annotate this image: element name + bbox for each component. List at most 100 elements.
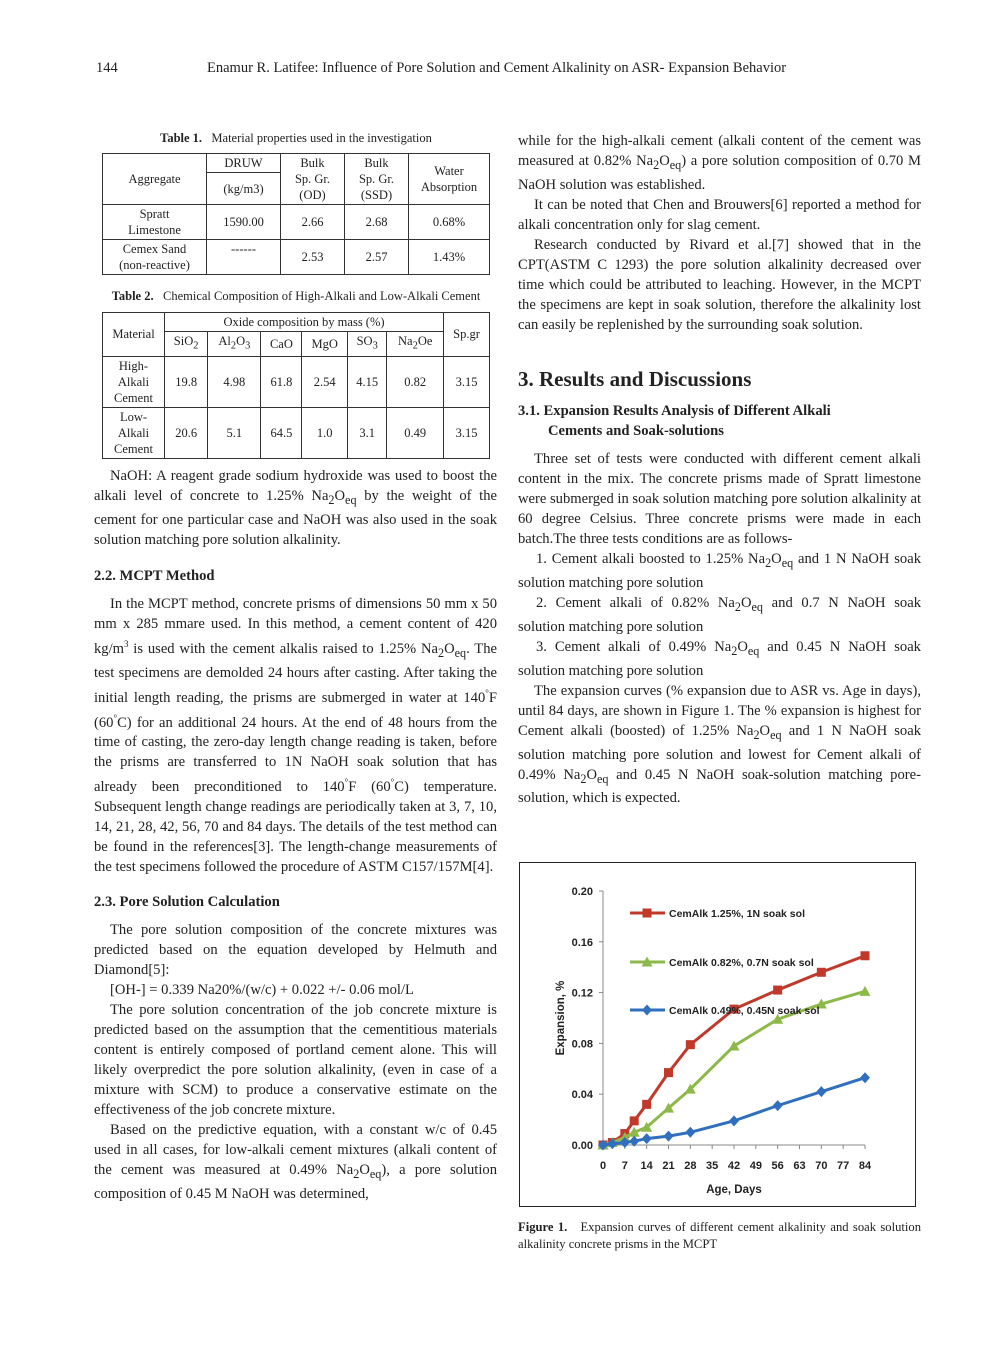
- table2-header-al2o3: Al2O3: [207, 331, 262, 357]
- table1-caption-text: Material properties used in the investig…: [211, 131, 432, 145]
- data-point-diamond: [641, 1133, 652, 1145]
- pore-paragraph-3: Based on the predictive equation, with a…: [94, 1122, 497, 1203]
- data-point-triangle: [628, 1126, 640, 1137]
- table2-header-cao: CaO: [260, 331, 303, 357]
- table1: Aggregate DRUW Bulk Sp. Gr. (OD) Bulk Sp. G…: [102, 153, 490, 275]
- table-row: High- Alkali Cement 19.8 4.98 61.8 2.54 4.…: [102, 355, 490, 408]
- legend-label: CemAlk 0.82%, 0.7N soak sol: [669, 957, 814, 969]
- data-point-triangle: [641, 1121, 653, 1132]
- table2-header-na2oe: Na2Oe: [386, 331, 444, 357]
- section-2-3-heading: 2.3. Pore Solution Calculation: [94, 894, 280, 911]
- table2-caption-text: Chemical Composition of High-Alkali and …: [162, 289, 481, 303]
- table2-header-material: Material: [102, 312, 165, 357]
- x-tick-label: 35: [706, 1160, 718, 1172]
- page-number: 144: [96, 60, 118, 76]
- y-tick-label: 0.20: [572, 886, 593, 898]
- x-tick-label: 14: [641, 1160, 654, 1172]
- data-point-triangle: [772, 1013, 784, 1024]
- x-tick-label: 77: [837, 1160, 849, 1172]
- data-point-square: [642, 1099, 652, 1109]
- pore-paragraph-2: The pore solution concentration of the j…: [94, 1002, 497, 1119]
- curves-paragraph: The expansion curves (% expansion due to…: [518, 682, 921, 807]
- section-2-2-heading: 2.2. MCPT Method: [94, 567, 215, 584]
- rivard-paragraph: Research conducted by Rivard et al.[7] s…: [518, 236, 921, 333]
- data-point-diamond: [598, 1139, 608, 1151]
- data-point-square: [729, 1004, 739, 1014]
- x-tick-label: 28: [684, 1160, 696, 1172]
- y-tick-label: 0.00: [572, 1140, 593, 1152]
- x-tick-label: 49: [750, 1160, 762, 1172]
- data-point-diamond: [663, 1130, 674, 1142]
- table1-header-bulk-od: Bulk Sp. Gr. (OD): [280, 153, 345, 205]
- y-tick-label: 0.16: [572, 937, 593, 949]
- table2-caption: Table 2. Chemical Composition of High-Al…: [98, 289, 494, 304]
- table1-header-bulk-ssd: Bulk Sp. Gr. (SSD): [344, 153, 409, 205]
- running-title: Enamur R. Latifee: Influence of Pore Sol…: [207, 60, 787, 76]
- table1-header-druw: DRUW: [206, 153, 281, 173]
- data-point-triangle: [815, 998, 827, 1009]
- chen-paragraph: It can be noted that Chen and Brouwers[6…: [518, 196, 921, 233]
- data-point-diamond: [619, 1136, 630, 1148]
- figure-1-label: Figure 1.: [518, 1220, 568, 1234]
- figure-1-caption: Figure 1. Expansion curves of different …: [518, 1219, 921, 1253]
- data-point-triangle: [641, 956, 653, 967]
- list-item: 1. Cement alkali boosted to 1.25% Na2Oeq…: [518, 550, 921, 591]
- data-point-square: [773, 985, 783, 995]
- y-axis-label: Expansion, %: [555, 981, 567, 1056]
- x-tick-label: 84: [859, 1160, 872, 1172]
- data-point-diamond: [816, 1086, 827, 1098]
- data-point-triangle: [859, 985, 871, 996]
- x-axis-label: Age, Days: [706, 1184, 762, 1196]
- y-tick-label: 0.08: [572, 1038, 593, 1050]
- continuation-paragraph: while for the high-alkali cement (alkali…: [518, 133, 921, 193]
- data-point-triangle: [684, 1083, 696, 1094]
- figure-1-text: Expansion curves of different cement alk…: [518, 1220, 921, 1251]
- section-3-1-heading: 3.1. Expansion Results Analysis of Diffe…: [518, 402, 831, 439]
- table1-caption: Table 1. Material properties used in the…: [100, 131, 492, 146]
- data-point-diamond: [772, 1100, 783, 1112]
- y-tick-label: 0.04: [572, 1089, 594, 1101]
- data-point-square: [816, 967, 826, 977]
- x-tick-label: 56: [772, 1160, 784, 1172]
- table2-header-spgr: Sp.gr: [443, 312, 490, 357]
- x-tick-label: 70: [815, 1160, 827, 1172]
- data-point-triangle: [728, 1040, 740, 1051]
- table2-header-mgo: MgO: [301, 331, 348, 357]
- data-point-square: [860, 951, 870, 961]
- table1-header-water: Water Absorption: [408, 153, 490, 205]
- y-tick-label: 0.12: [572, 988, 593, 1000]
- list-item: 2. Cement alkali of 0.82% Na2Oeq and 0.7…: [518, 594, 921, 635]
- table1-header-druw-unit: (kg/m3): [206, 172, 281, 205]
- table2-header-so3: SO3: [346, 331, 388, 357]
- naoh-paragraph: NaOH: A reagent grade sodium hydroxide w…: [94, 468, 497, 548]
- equation: [OH-] = 0.339 Na20%/(w/c) + 0.022 +/- 0.…: [110, 982, 414, 999]
- table-row: Cemex Sand (non-reactive) ------ 2.53 2.5…: [102, 239, 490, 275]
- data-point-diamond: [642, 1004, 652, 1016]
- data-point-square: [685, 1040, 695, 1050]
- x-tick-label: 7: [622, 1160, 628, 1172]
- table1-header-aggregate: Aggregate: [102, 153, 207, 205]
- legend-label: CemAlk 0.49%, 0.45N soak sol: [669, 1005, 820, 1017]
- data-point-square: [642, 908, 652, 918]
- x-tick-label: 0: [600, 1160, 606, 1172]
- x-tick-label: 21: [662, 1160, 674, 1172]
- data-point-square: [629, 1116, 639, 1126]
- table2-header-oxide: Oxide composition by mass (%): [164, 312, 444, 332]
- table2: Material Oxide composition by mass (%) S…: [102, 312, 490, 459]
- pore-paragraph-1: The pore solution composition of the con…: [94, 922, 497, 979]
- data-point-diamond: [860, 1072, 870, 1084]
- table2-header-sio2: SiO2: [163, 331, 209, 357]
- left-column: NaOH: A reagent grade sodium hydroxide w…: [94, 466, 497, 1204]
- table-row: Low- Alkali Cement 20.6 5.1 64.5 1.0 3.1 0…: [102, 406, 490, 459]
- data-point-diamond: [685, 1126, 696, 1138]
- data-point-diamond: [729, 1115, 739, 1127]
- legend-label: CemAlk 1.25%, 1N soak sol: [669, 908, 805, 920]
- table2-caption-label: Table 2.: [111, 289, 154, 303]
- data-point-triangle: [663, 1102, 674, 1113]
- three-sets-paragraph: Three set of tests were conducted with d…: [518, 450, 922, 547]
- data-point-triangle: [619, 1131, 631, 1142]
- table-row: Spratt Limestone 1590.00 2.66 2.68 0.68%: [102, 204, 490, 240]
- data-point-diamond: [607, 1138, 618, 1150]
- chart-svg: 0.00 0.04 0.08 0.12 0.16 0.20 0 7 14 21 28 35 42 49 56…: [555, 886, 872, 1196]
- x-tick-label: 63: [793, 1160, 805, 1172]
